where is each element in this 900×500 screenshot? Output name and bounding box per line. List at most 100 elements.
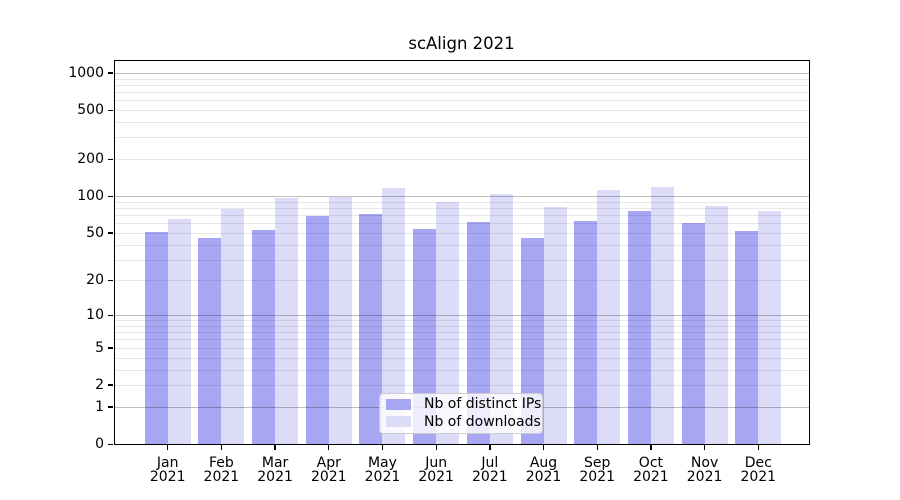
- y-tick-mark: [108, 72, 113, 74]
- y-tick-label: 100: [77, 188, 104, 205]
- x-tick-label-feb: Feb 2021: [203, 454, 240, 485]
- x-tick-label-sep: Sep 2021: [579, 454, 616, 485]
- x-tick-label-nov: Nov 2021: [686, 454, 723, 485]
- x-tick-mark: [381, 444, 384, 450]
- y-tick-mark: [108, 443, 113, 445]
- x-tick-mark: [542, 444, 545, 450]
- bar-ips-10: [681, 223, 705, 445]
- bar-downloads-10: [704, 206, 728, 445]
- y-tick-label: 20: [86, 272, 104, 289]
- bar-ips-4: [359, 214, 383, 445]
- x-tick-mark: [274, 444, 276, 450]
- bar-downloads-8: [597, 190, 621, 445]
- legend-swatch-distinct-ips: [386, 398, 411, 410]
- x-tick-mark: [757, 444, 759, 450]
- bar-downloads-7: [543, 207, 567, 445]
- gridline-minor: [113, 332, 810, 334]
- y-tick-label: 1000: [68, 64, 104, 81]
- bar-downloads-9: [650, 187, 674, 445]
- gridline-minor: [113, 92, 810, 94]
- x-tick-label-jun: Jun 2021: [418, 454, 454, 485]
- bar-downloads-5: [436, 201, 460, 445]
- gridline-minor: [113, 215, 810, 217]
- y-tick-label: 200: [77, 151, 104, 168]
- legend: Nb of distinct IPs Nb of downloads: [379, 392, 543, 434]
- gridline-minor: [113, 137, 810, 139]
- gridline-minor: [113, 100, 810, 102]
- legend-row-ips: Nb of distinct IPs: [386, 396, 541, 414]
- legend-swatch-downloads: [386, 416, 411, 428]
- gridline-major: [113, 315, 810, 317]
- bar-ips-5: [413, 228, 437, 445]
- x-tick-mark: [328, 444, 330, 450]
- bar-ips-1: [198, 238, 222, 445]
- y-tick-label: 500: [77, 102, 104, 119]
- y-tick-mark: [108, 314, 113, 316]
- y-tick-label: 50: [86, 224, 104, 241]
- gridline-minor: [113, 320, 810, 322]
- gridline-minor: [113, 223, 810, 225]
- y-tick-label: 1: [95, 398, 104, 415]
- bar-downloads-0: [167, 218, 191, 445]
- gridline-minor: [113, 159, 810, 161]
- y-tick-mark: [108, 195, 113, 197]
- gridline-major: [113, 72, 810, 74]
- legend-label-downloads: Nb of downloads: [424, 413, 541, 430]
- y-tick-mark: [108, 384, 113, 386]
- bar-downloads-6: [489, 193, 513, 445]
- x-tick-mark: [650, 444, 652, 450]
- bar-downloads-4: [382, 188, 406, 445]
- x-tick-label-jul: Jul 2021: [472, 454, 508, 485]
- x-tick-mark: [596, 444, 598, 450]
- x-tick-mark: [167, 444, 169, 450]
- gridline-minor: [113, 110, 810, 112]
- gridline-minor: [113, 207, 810, 209]
- gridline-minor: [113, 122, 810, 124]
- bar-downloads-11: [758, 210, 782, 445]
- x-tick-label-aug: Aug 2021: [525, 454, 562, 485]
- y-tick-label: 10: [86, 307, 104, 324]
- bar-downloads-3: [328, 196, 352, 445]
- x-tick-label-dec: Dec 2021: [740, 454, 777, 485]
- x-tick-mark: [220, 444, 223, 450]
- y-tick-mark: [108, 406, 113, 408]
- y-tick-mark: [108, 158, 113, 160]
- gridline-minor: [113, 347, 810, 349]
- bar-ips-0: [144, 231, 168, 445]
- gridline-minor: [113, 259, 810, 261]
- bar-downloads-2: [275, 197, 299, 445]
- bar-ips-2: [252, 229, 276, 445]
- gridline-minor: [113, 339, 810, 341]
- gridline-minor: [113, 232, 810, 234]
- gridline-minor: [113, 384, 810, 386]
- bar-ips-6: [466, 222, 490, 445]
- x-tick-label-may: May 2021: [364, 454, 401, 485]
- x-tick-label-oct: Oct 2021: [633, 454, 669, 485]
- gridline-minor: [113, 84, 810, 86]
- gridline-minor: [113, 201, 810, 203]
- y-tick-mark: [108, 109, 113, 111]
- y-tick-mark: [108, 279, 113, 282]
- x-tick-mark: [489, 444, 491, 450]
- bar-ips-11: [735, 230, 759, 445]
- x-tick-label-mar: Mar 2021: [257, 454, 293, 485]
- y-tick-label: 0: [95, 436, 104, 452]
- legend-row-downloads: Nb of downloads: [386, 413, 541, 431]
- bar-downloads-1: [221, 209, 245, 445]
- gridline-minor: [113, 244, 810, 246]
- x-tick-mark: [704, 444, 706, 450]
- x-tick-mark: [435, 444, 437, 450]
- y-tick-mark: [108, 347, 113, 349]
- gridline-minor: [113, 357, 810, 359]
- gridline-minor: [113, 280, 810, 282]
- gridline-major: [113, 196, 810, 198]
- bar-ips-9: [627, 211, 651, 445]
- legend-label-distinct-ips: Nb of distinct IPs: [424, 396, 542, 413]
- gridline-minor: [113, 325, 810, 327]
- y-tick-label: 5: [95, 339, 104, 356]
- chart-title: scAlign 2021: [408, 34, 515, 53]
- y-tick-mark: [108, 232, 113, 234]
- gridline-minor: [113, 78, 810, 80]
- x-tick-label-apr: Apr 2021: [310, 454, 347, 485]
